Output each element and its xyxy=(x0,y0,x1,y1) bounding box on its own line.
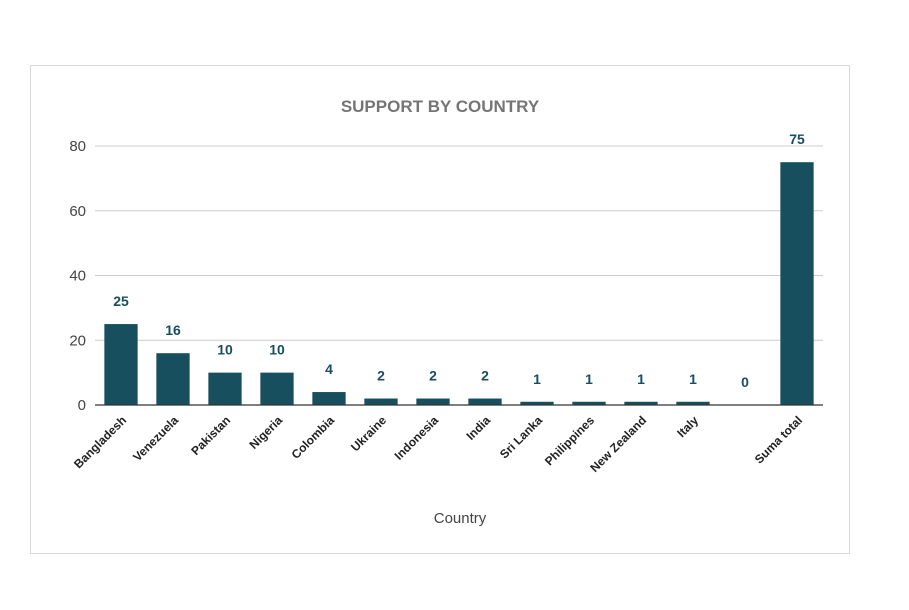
data-label: 4 xyxy=(325,361,333,377)
bar xyxy=(676,401,710,405)
y-tick-label: 60 xyxy=(69,203,86,220)
y-tick-label: 0 xyxy=(78,397,86,414)
x-axis-labels: Bangladesh Venezuela Pakistan Nigeria Colomb… xyxy=(71,413,805,475)
data-label: 1 xyxy=(533,371,541,387)
y-tick-label: 40 xyxy=(69,268,86,285)
bar xyxy=(104,324,138,405)
bar xyxy=(520,401,554,405)
y-axis-ticks: 0 20 40 60 80 xyxy=(69,138,86,414)
bar xyxy=(156,353,190,405)
data-label: 2 xyxy=(377,368,385,384)
y-tick-label: 20 xyxy=(69,332,86,349)
bar xyxy=(416,398,450,405)
data-label: 0 xyxy=(741,374,749,390)
data-label: 10 xyxy=(217,342,233,358)
data-label: 2 xyxy=(429,368,437,384)
x-tick-label: Nigeria xyxy=(246,413,285,452)
bar xyxy=(780,162,814,405)
bar xyxy=(312,392,346,405)
chart-title: SUPPORT BY COUNTRY xyxy=(341,97,540,116)
x-tick-label: Italy xyxy=(674,413,701,440)
data-label: 75 xyxy=(789,131,805,147)
gridlines xyxy=(95,145,823,341)
bar xyxy=(260,372,294,405)
y-tick-label: 80 xyxy=(69,138,86,155)
x-tick-label: Pakistan xyxy=(188,413,233,458)
data-label: 1 xyxy=(689,371,697,387)
x-tick-label: Bangladesh xyxy=(71,413,129,471)
data-label: 1 xyxy=(585,371,593,387)
bars xyxy=(104,162,814,405)
x-tick-label: Sri Lanka xyxy=(497,413,545,461)
x-tick-label: India xyxy=(463,413,493,443)
x-tick-label: Philippines xyxy=(542,413,597,468)
data-label: 10 xyxy=(269,342,285,358)
x-tick-label: Indonesia xyxy=(392,413,442,463)
bar xyxy=(364,398,398,405)
x-tick-label: New Zealand xyxy=(587,413,649,475)
x-tick-label: Suma total xyxy=(752,413,805,466)
x-tick-label: Venezuela xyxy=(130,413,181,464)
bar xyxy=(624,401,658,405)
bar xyxy=(468,398,502,405)
bar xyxy=(208,372,242,405)
x-tick-label: Ukraine xyxy=(348,413,389,454)
bar xyxy=(572,401,606,405)
x-axis-title: Country xyxy=(434,510,487,527)
data-label: 2 xyxy=(481,368,489,384)
data-label: 1 xyxy=(637,371,645,387)
x-tick-label: Colombia xyxy=(289,413,338,462)
data-label: 25 xyxy=(113,293,129,309)
data-label: 16 xyxy=(165,322,181,338)
